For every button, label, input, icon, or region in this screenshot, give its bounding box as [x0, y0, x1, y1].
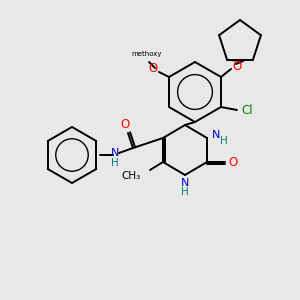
Text: Cl: Cl — [241, 103, 253, 116]
Text: O: O — [120, 118, 130, 131]
Text: N: N — [111, 148, 119, 158]
Text: H: H — [220, 136, 228, 146]
Text: methoxy: methoxy — [132, 51, 162, 57]
Text: H: H — [111, 158, 119, 168]
Text: N: N — [181, 178, 189, 188]
Text: O: O — [148, 62, 158, 76]
Text: O: O — [232, 59, 242, 73]
Text: H: H — [181, 187, 189, 197]
Text: O: O — [228, 155, 238, 169]
Text: N: N — [212, 130, 220, 140]
Text: CH₃: CH₃ — [122, 171, 141, 181]
